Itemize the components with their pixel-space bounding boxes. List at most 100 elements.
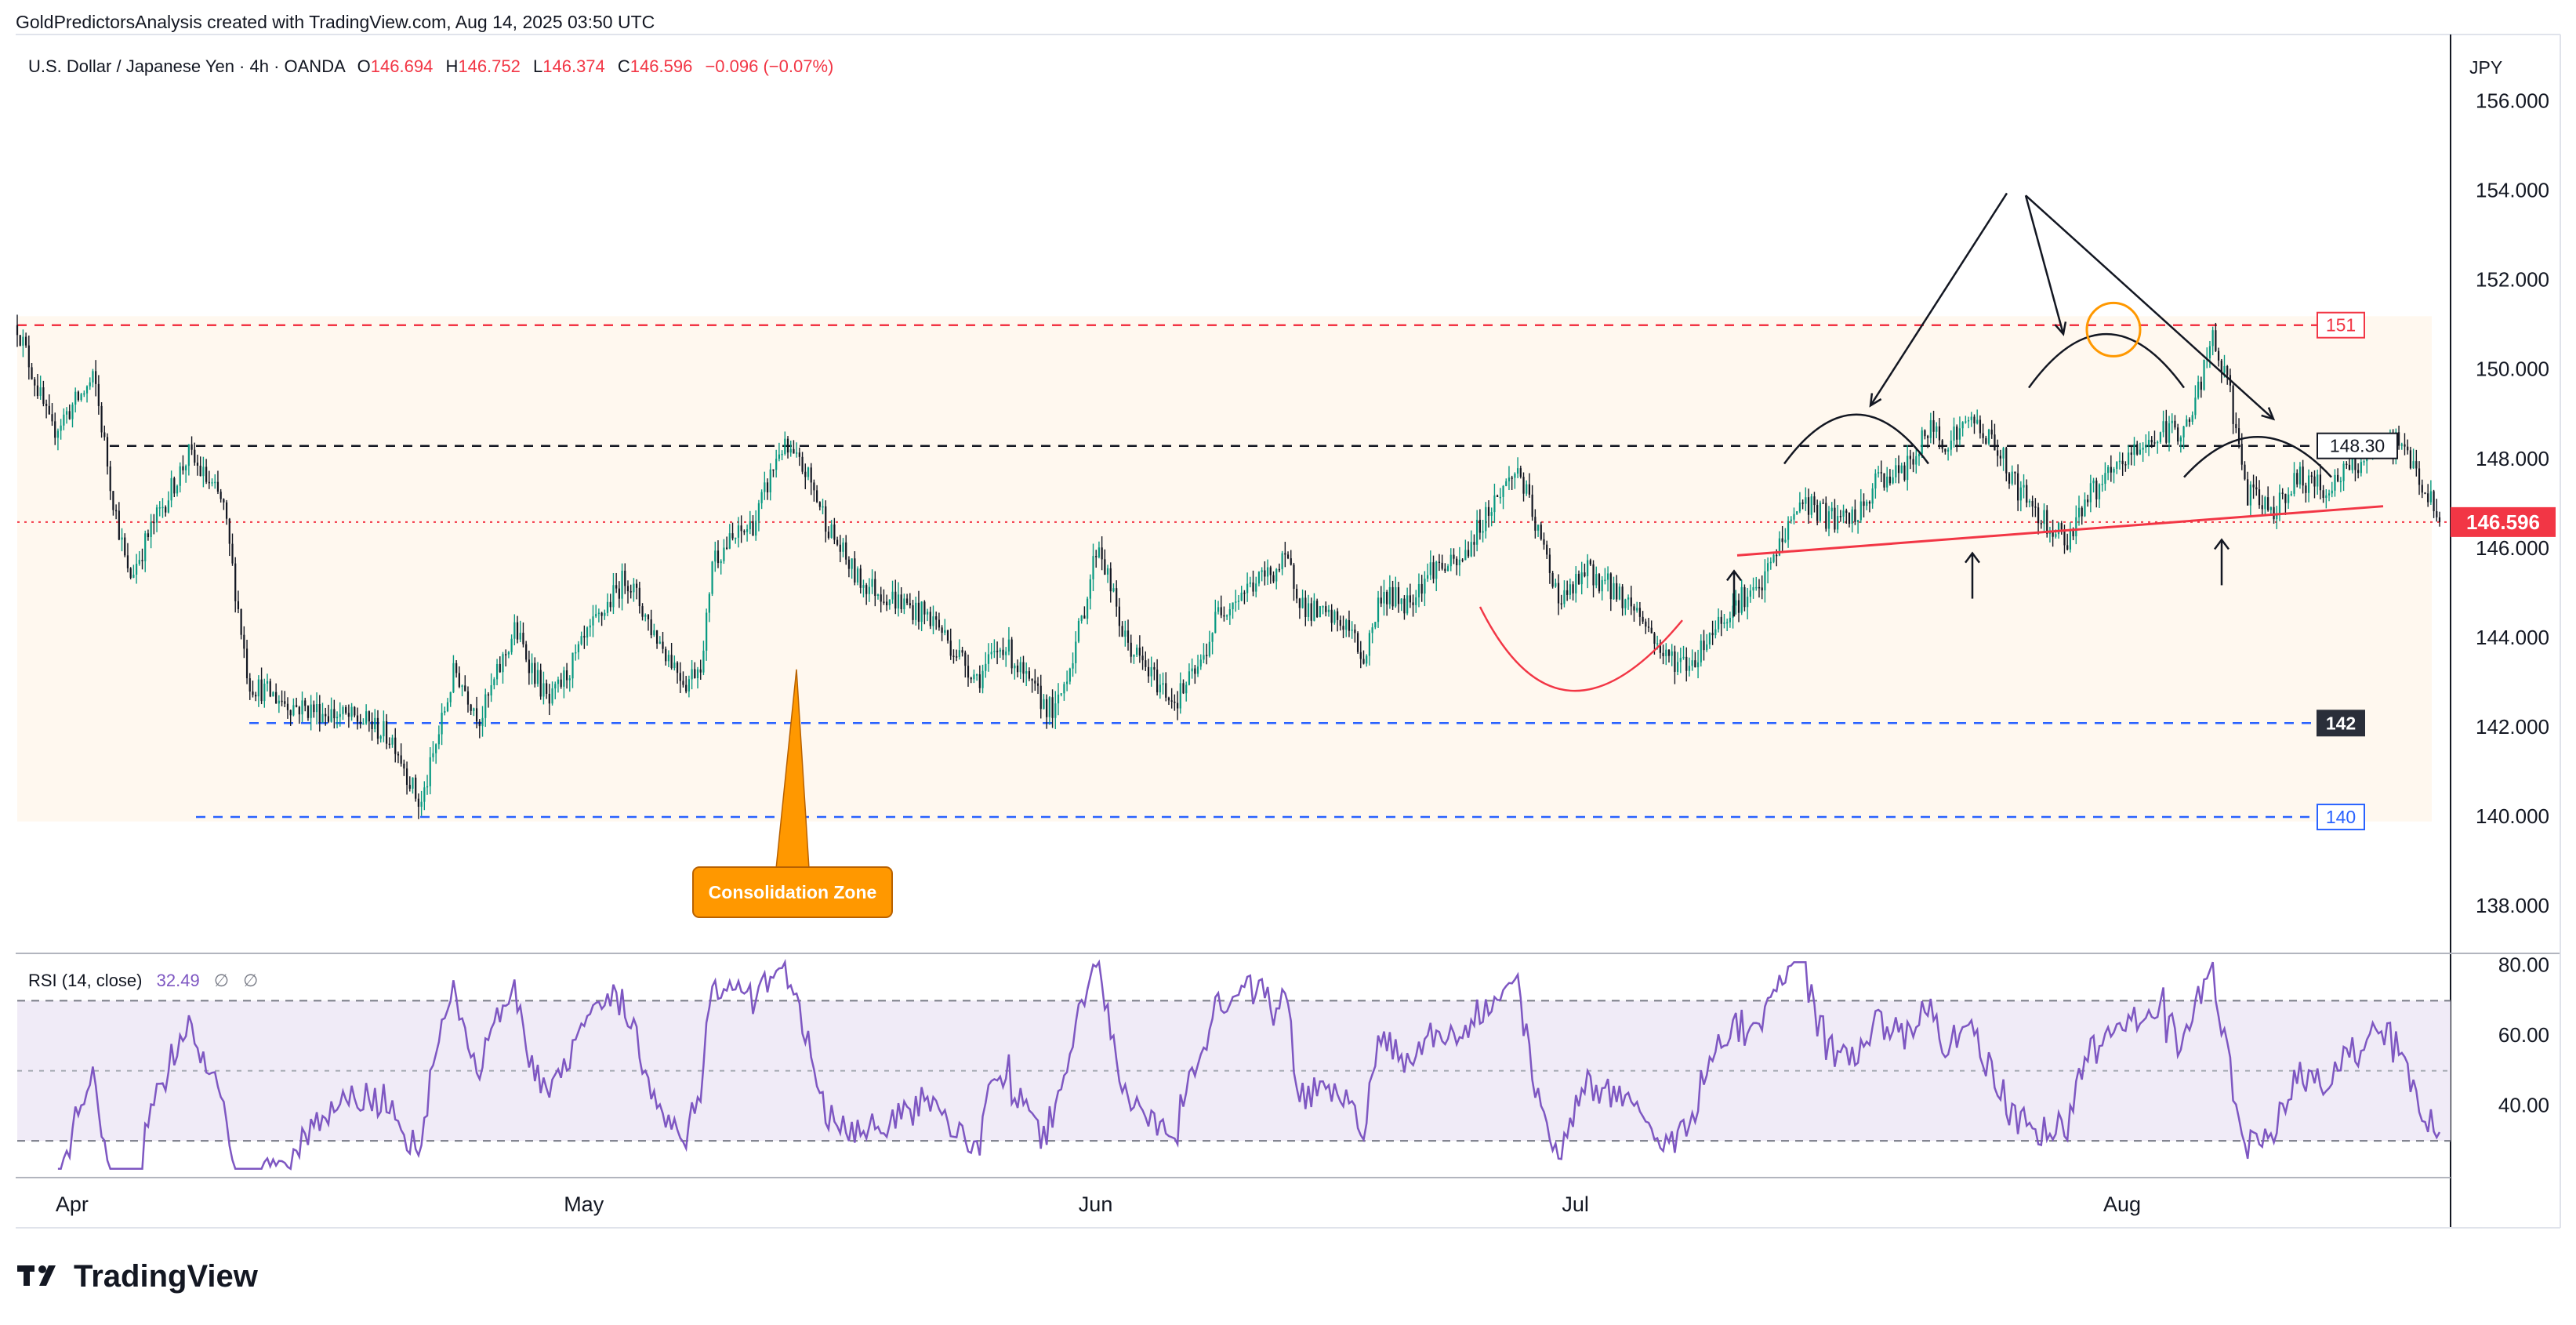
candle-body bbox=[2226, 365, 2229, 376]
candle-body bbox=[1932, 419, 1935, 432]
candle-body bbox=[798, 452, 800, 457]
candle-body bbox=[60, 425, 62, 431]
candle-body bbox=[1813, 496, 1816, 506]
candle-body bbox=[182, 466, 184, 470]
candle-body bbox=[1185, 684, 1188, 694]
candle-body bbox=[400, 755, 402, 764]
candle-body bbox=[2177, 427, 2179, 442]
rsi-axis[interactable]: 80.00 60.00 40.00 bbox=[2498, 953, 2549, 1117]
candle-body bbox=[376, 717, 379, 739]
candle-body bbox=[2269, 506, 2272, 510]
candle-body bbox=[2077, 507, 2081, 517]
candle-body bbox=[1464, 550, 1467, 561]
candle-body bbox=[455, 662, 458, 673]
candle-body bbox=[1555, 583, 1557, 587]
candle-body bbox=[1203, 655, 1205, 660]
candle-body bbox=[993, 651, 996, 652]
candle-body bbox=[999, 649, 1001, 652]
candle-body bbox=[383, 721, 385, 737]
candle-body bbox=[92, 371, 94, 383]
candle-body bbox=[1467, 550, 1470, 557]
candle-body bbox=[1243, 592, 1246, 594]
price-axis[interactable]: 156.000 154.000 152.000 150.000 148.000 146.0… bbox=[2476, 89, 2549, 918]
candle-body bbox=[2409, 450, 2412, 469]
candle-body bbox=[321, 713, 324, 723]
candle-body bbox=[766, 482, 769, 493]
candle-body bbox=[1482, 531, 1484, 533]
candle-body bbox=[1348, 619, 1351, 631]
candle-body bbox=[1659, 643, 1661, 653]
candle-body bbox=[1316, 601, 1319, 618]
tv-brand-name: TradingView bbox=[74, 1259, 259, 1294]
candle-body bbox=[1999, 456, 2001, 459]
candle-body bbox=[1039, 685, 1042, 710]
candle-body bbox=[2360, 462, 2362, 474]
candle-body bbox=[789, 448, 792, 453]
candle-body bbox=[2313, 476, 2316, 487]
candle-body bbox=[1470, 542, 1472, 557]
candle-body bbox=[641, 606, 644, 617]
candle-body bbox=[636, 583, 638, 588]
rsi-legend: RSI (14, close) 32.49 ∅ ∅ bbox=[28, 971, 258, 990]
candle-body bbox=[1958, 428, 1961, 440]
candle-body bbox=[1444, 568, 1446, 572]
candle-body bbox=[1514, 474, 1516, 478]
candle-body bbox=[461, 685, 463, 688]
candle-body bbox=[519, 633, 521, 640]
candle-body bbox=[286, 703, 289, 710]
candle-body bbox=[2252, 484, 2255, 488]
candle-body bbox=[426, 786, 429, 788]
candle-body bbox=[1827, 511, 1830, 529]
candle-body bbox=[39, 387, 42, 397]
candle-body bbox=[260, 679, 263, 702]
candle-body bbox=[557, 679, 560, 684]
time-axis[interactable]: Apr May Jun Jul Aug bbox=[56, 1192, 2141, 1216]
candle-body bbox=[1400, 598, 1402, 604]
candle-body bbox=[1237, 601, 1240, 602]
candle-body bbox=[1856, 520, 1859, 522]
candle-body bbox=[2418, 468, 2421, 485]
candle-body bbox=[862, 585, 865, 588]
candle-body bbox=[1278, 568, 1281, 571]
candle-body bbox=[1976, 419, 1979, 424]
candle-body bbox=[245, 648, 249, 679]
legend-o-label: O bbox=[357, 56, 371, 76]
candle-body bbox=[1703, 641, 1705, 651]
candle-body bbox=[1924, 430, 1926, 437]
candle-body bbox=[2208, 346, 2211, 358]
candle-body bbox=[1595, 574, 1598, 586]
candle-body bbox=[793, 448, 795, 454]
candle-body bbox=[926, 612, 929, 615]
candle-body bbox=[1526, 484, 1528, 494]
candle-body bbox=[420, 801, 423, 807]
candle-body bbox=[292, 705, 295, 716]
tradingview-logo[interactable]: TradingView bbox=[17, 1259, 259, 1294]
candle-body bbox=[2319, 474, 2322, 491]
candle-body bbox=[839, 544, 841, 552]
candle-body bbox=[1758, 586, 1761, 589]
candle-body bbox=[673, 662, 676, 669]
candle-body bbox=[31, 367, 33, 379]
candle-body bbox=[1104, 559, 1106, 575]
candle-body bbox=[615, 585, 618, 589]
candle-body bbox=[444, 711, 446, 713]
candle-body bbox=[1441, 562, 1443, 569]
price-tick-label: 144.000 bbox=[2476, 626, 2549, 649]
candle-body bbox=[1016, 665, 1019, 673]
candle-body bbox=[1888, 476, 1892, 484]
candle-body bbox=[1546, 544, 1548, 555]
candle-body bbox=[1025, 671, 1028, 674]
candle-body bbox=[595, 614, 597, 617]
candle-body bbox=[190, 444, 193, 450]
candle-body bbox=[2182, 426, 2185, 437]
candle-body bbox=[359, 721, 361, 724]
candle-body bbox=[339, 713, 341, 717]
candle-body bbox=[405, 768, 408, 786]
candle-body bbox=[1106, 568, 1109, 575]
candle-body bbox=[1046, 699, 1048, 717]
candle-body bbox=[746, 529, 749, 532]
candle-body bbox=[2060, 523, 2063, 530]
candle-body bbox=[1825, 503, 1827, 529]
candle-body bbox=[2302, 466, 2304, 486]
